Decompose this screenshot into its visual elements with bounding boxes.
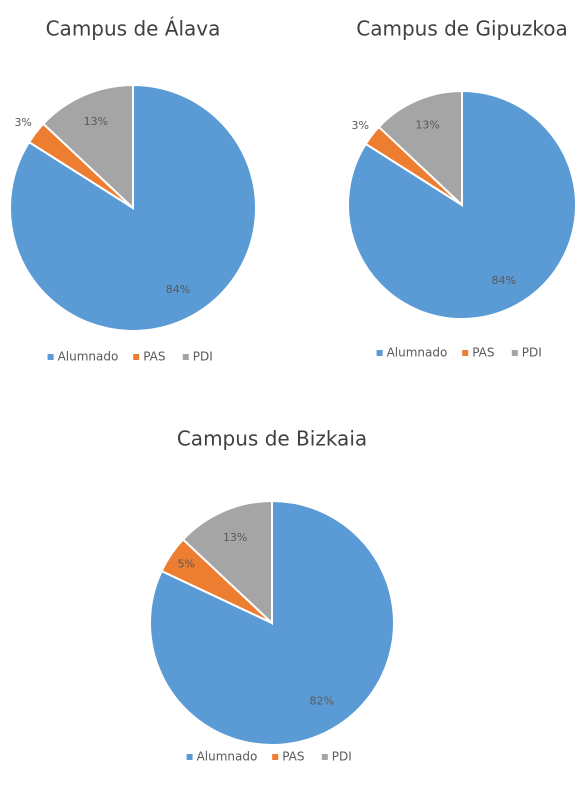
data-label: 84% (166, 283, 190, 296)
legend-swatch (47, 354, 54, 360)
legend-swatch (182, 354, 189, 360)
chart-title: Campus de Álava (46, 17, 221, 41)
legend-swatch (272, 754, 279, 760)
pie-slice (41, 83, 134, 211)
data-label: 84% (492, 274, 516, 287)
legend-label: PDI (332, 750, 352, 764)
legend-swatch (511, 350, 518, 356)
chart-title: Campus de Gipuzkoa (356, 17, 568, 41)
pie-slice (181, 499, 273, 626)
data-label: 13% (84, 115, 108, 128)
legend-swatch (376, 350, 383, 356)
data-label: 5% (178, 558, 195, 571)
legend-label: Alumnado (387, 346, 448, 360)
data-label: 3% (351, 119, 368, 132)
legend-label: Alumnado (58, 350, 119, 364)
legend-swatch (186, 754, 193, 760)
legend-label: PAS (282, 750, 304, 764)
legend-label: PDI (522, 346, 542, 360)
legend-label: Alumnado (197, 750, 258, 764)
legend-swatch (321, 754, 328, 760)
data-label: 82% (309, 694, 333, 707)
legend-label: PAS (143, 350, 165, 364)
chart-title: Campus de Bizkaia (177, 427, 367, 451)
legend-swatch (133, 354, 140, 360)
data-label: 13% (223, 531, 247, 544)
legend-label: PDI (193, 350, 213, 364)
data-label: 3% (14, 116, 31, 129)
legend-label: PAS (472, 346, 494, 360)
data-label: 13% (415, 118, 439, 131)
legend-swatch (462, 350, 469, 356)
pie-slice (377, 89, 463, 208)
